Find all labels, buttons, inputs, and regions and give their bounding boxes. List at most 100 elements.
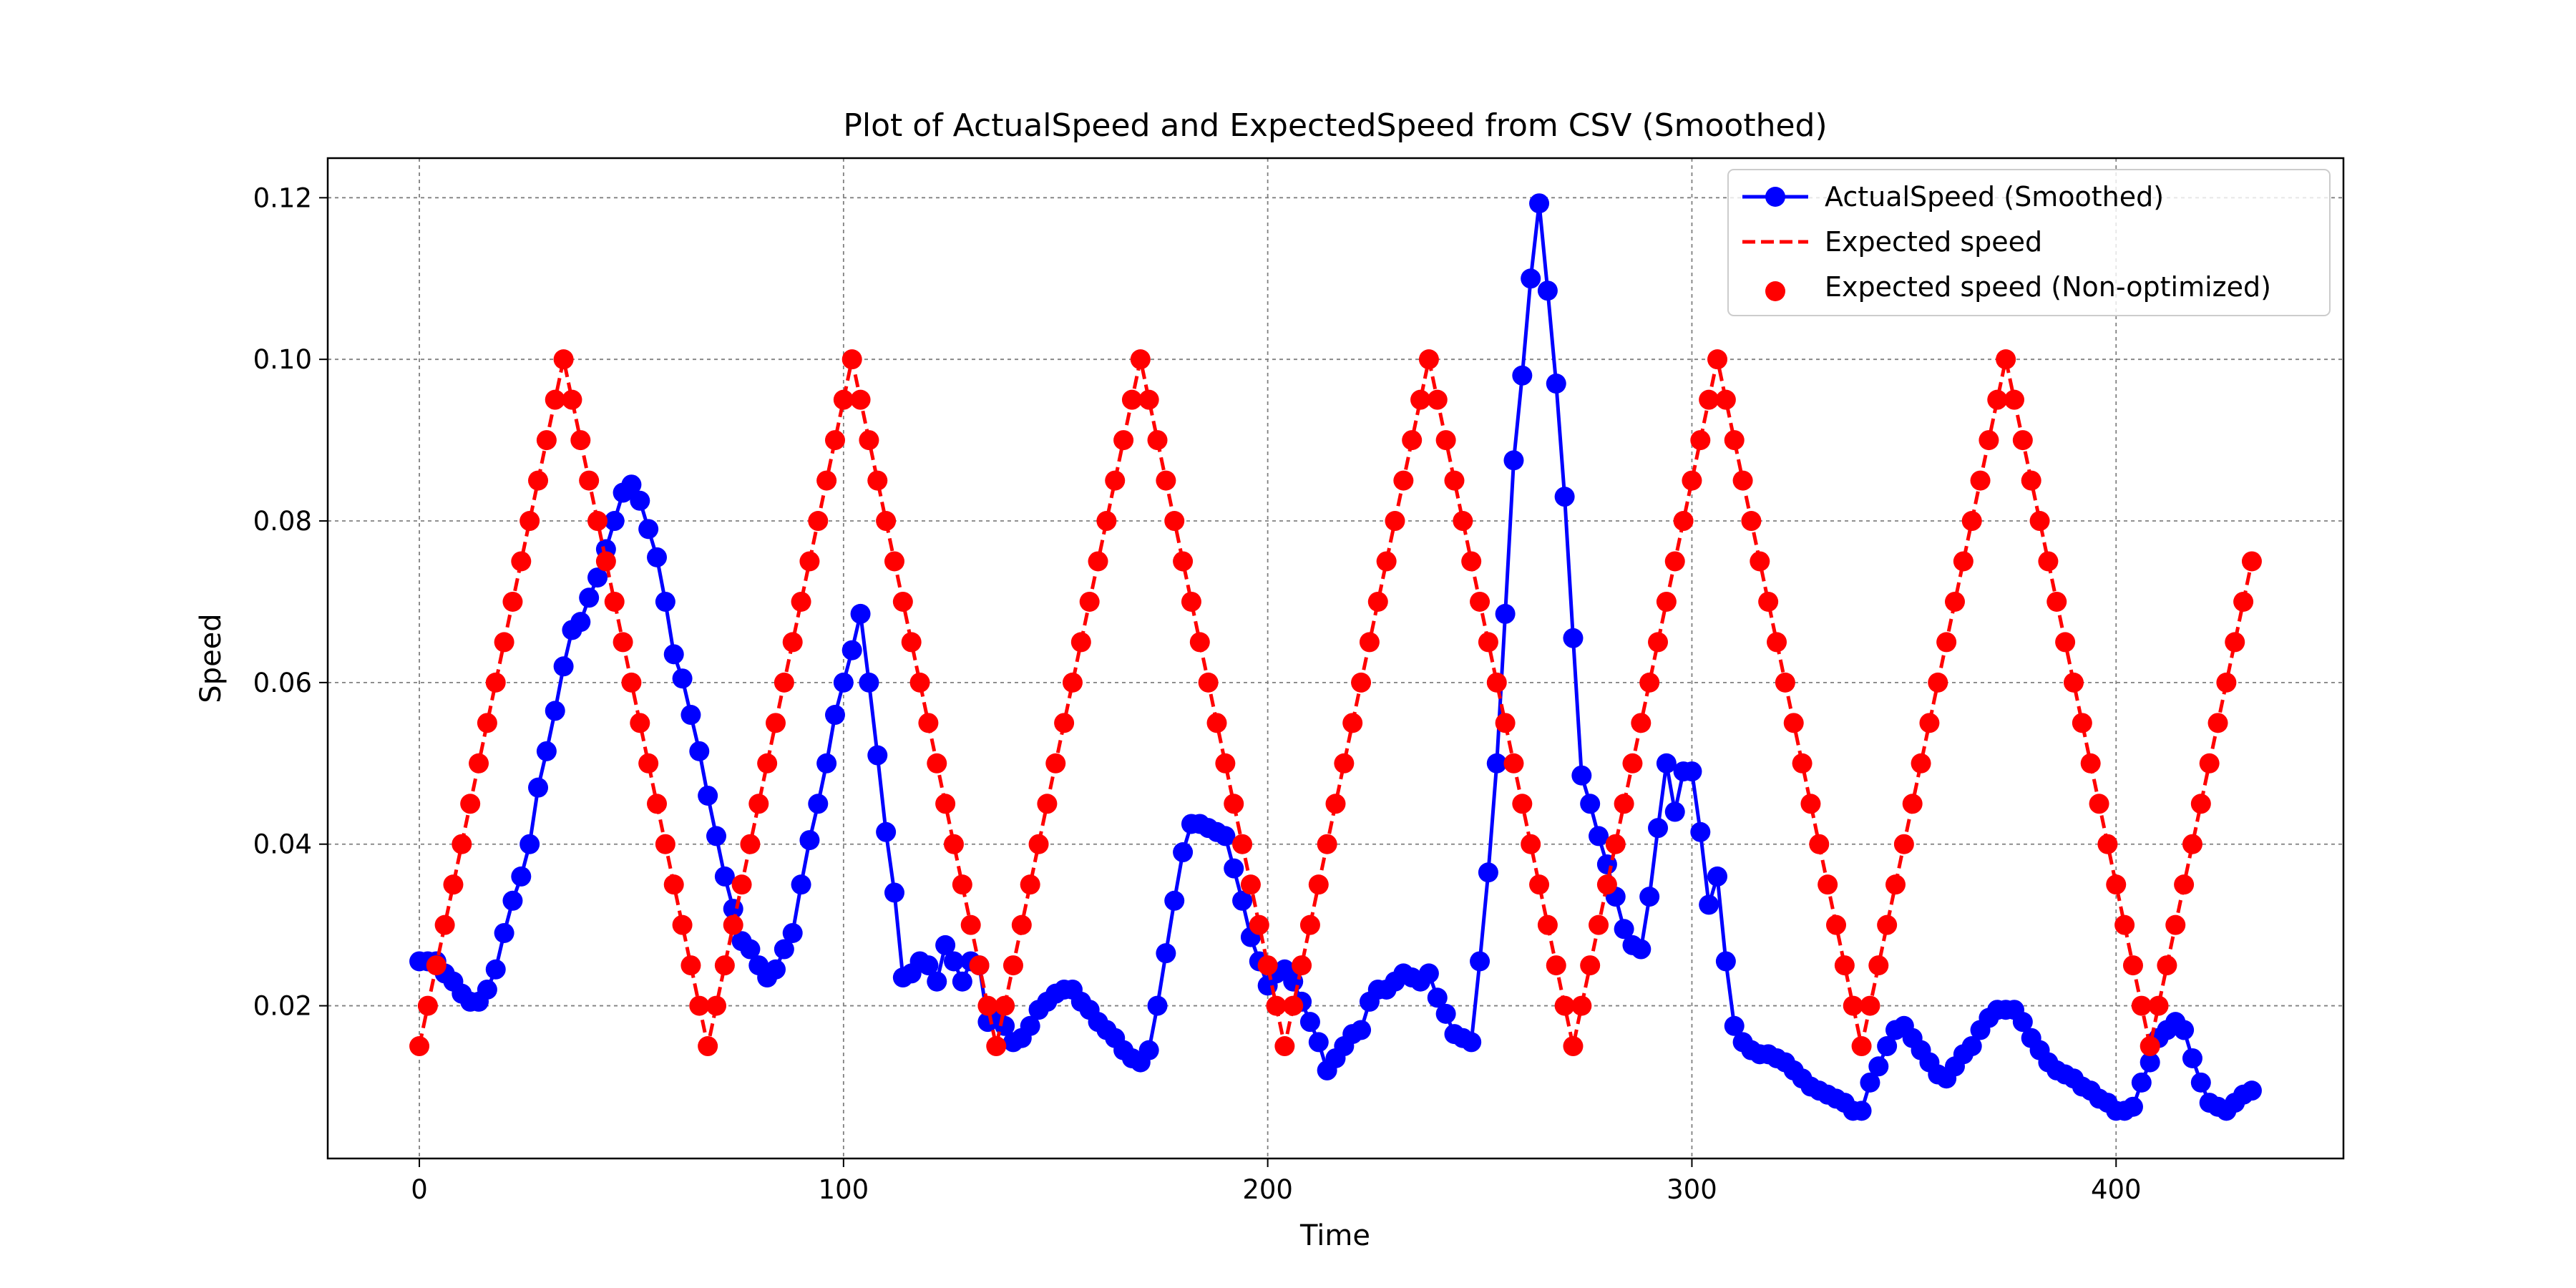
data-point xyxy=(1843,995,1863,1016)
data-point xyxy=(841,640,862,660)
data-point xyxy=(2055,632,2076,653)
data-point xyxy=(1130,349,1151,370)
data-point xyxy=(1002,955,1023,976)
data-point xyxy=(867,470,888,491)
data-point xyxy=(2140,1052,2160,1073)
data-point xyxy=(1860,995,1880,1016)
data-point xyxy=(867,745,888,766)
data-point xyxy=(901,632,922,653)
y-tick-label: 0.04 xyxy=(253,829,312,860)
data-point xyxy=(1605,834,1626,854)
data-point xyxy=(1011,914,1032,935)
data-point xyxy=(1537,914,1558,935)
data-point xyxy=(1868,955,1889,976)
data-point xyxy=(740,834,761,854)
data-point xyxy=(1699,389,1719,410)
data-point xyxy=(977,995,998,1016)
data-point xyxy=(1614,794,1634,814)
data-point xyxy=(1224,858,1244,879)
data-point xyxy=(1529,874,1550,895)
data-point xyxy=(1724,430,1745,451)
data-point xyxy=(1299,1012,1320,1033)
data-point xyxy=(1656,753,1677,774)
data-point xyxy=(698,1036,718,1057)
data-point xyxy=(1546,374,1566,394)
legend: ActualSpeed (Smoothed) Expected speed Expe… xyxy=(1727,169,2331,316)
data-point xyxy=(960,914,981,935)
data-point xyxy=(808,511,829,532)
data-point xyxy=(1987,389,2008,410)
data-point xyxy=(1961,511,1982,532)
data-point xyxy=(511,551,532,572)
data-point xyxy=(1181,591,1201,612)
data-point xyxy=(1215,753,1236,774)
data-point xyxy=(892,591,913,612)
chart-title: Plot of ActualSpeed and ExpectedSpeed fr… xyxy=(843,107,1827,144)
y-tick-label: 0.02 xyxy=(253,991,312,1022)
data-point xyxy=(816,753,837,774)
data-point xyxy=(477,979,497,1000)
data-point xyxy=(1631,713,1652,733)
data-point xyxy=(570,612,591,633)
data-point xyxy=(1096,511,1117,532)
data-point xyxy=(1410,389,1431,410)
data-point xyxy=(1877,914,1898,935)
data-point xyxy=(1164,511,1185,532)
data-point xyxy=(698,785,718,806)
data-point xyxy=(604,591,625,612)
data-point xyxy=(1376,551,1397,572)
data-point xyxy=(1147,995,1168,1016)
data-point xyxy=(1682,470,1702,491)
data-point xyxy=(1919,713,1940,733)
data-point xyxy=(570,430,591,451)
data-point xyxy=(1045,753,1066,774)
data-point xyxy=(1308,874,1329,895)
data-point xyxy=(1580,794,1601,814)
data-point xyxy=(477,713,497,733)
data-point xyxy=(841,349,862,370)
data-point xyxy=(536,741,557,761)
data-point xyxy=(2097,834,2118,854)
data-point xyxy=(1020,874,1040,895)
data-point xyxy=(595,551,616,572)
data-point xyxy=(680,955,701,976)
data-point xyxy=(859,672,879,693)
data-point xyxy=(1054,713,1075,733)
plot-area xyxy=(409,193,2262,1121)
data-point xyxy=(766,959,786,980)
data-point xyxy=(2207,713,2228,733)
data-point xyxy=(1529,193,1550,214)
data-point xyxy=(1444,470,1465,491)
data-point xyxy=(621,474,642,495)
data-point xyxy=(1299,914,1320,935)
data-point xyxy=(1750,551,1770,572)
data-point xyxy=(884,882,904,903)
data-point xyxy=(1232,834,1253,854)
data-point xyxy=(2122,1096,2143,1117)
data-point xyxy=(502,591,523,612)
x-tick-label: 100 xyxy=(819,1174,869,1205)
data-point xyxy=(782,632,803,653)
data-point xyxy=(2131,995,2152,1016)
data-point xyxy=(1614,919,1634,940)
data-point xyxy=(536,430,557,451)
data-point xyxy=(927,971,947,992)
data-point xyxy=(655,591,675,612)
data-point xyxy=(1554,995,1575,1016)
data-point xyxy=(1173,551,1194,572)
legend-label: Expected speed xyxy=(1825,226,2042,258)
data-point xyxy=(417,995,438,1016)
data-point xyxy=(2106,874,2127,895)
legend-label: ActualSpeed (Smoothed) xyxy=(1825,181,2164,213)
data-point xyxy=(714,955,735,976)
data-point xyxy=(995,995,1015,1016)
data-point xyxy=(1834,955,1855,976)
data-point xyxy=(1622,753,1643,774)
data-point xyxy=(1461,551,1482,572)
legend-box xyxy=(1727,169,2331,316)
data-point xyxy=(2233,591,2254,612)
data-point xyxy=(1325,794,1346,814)
data-point xyxy=(2174,1020,2195,1040)
data-point xyxy=(1631,939,1652,960)
